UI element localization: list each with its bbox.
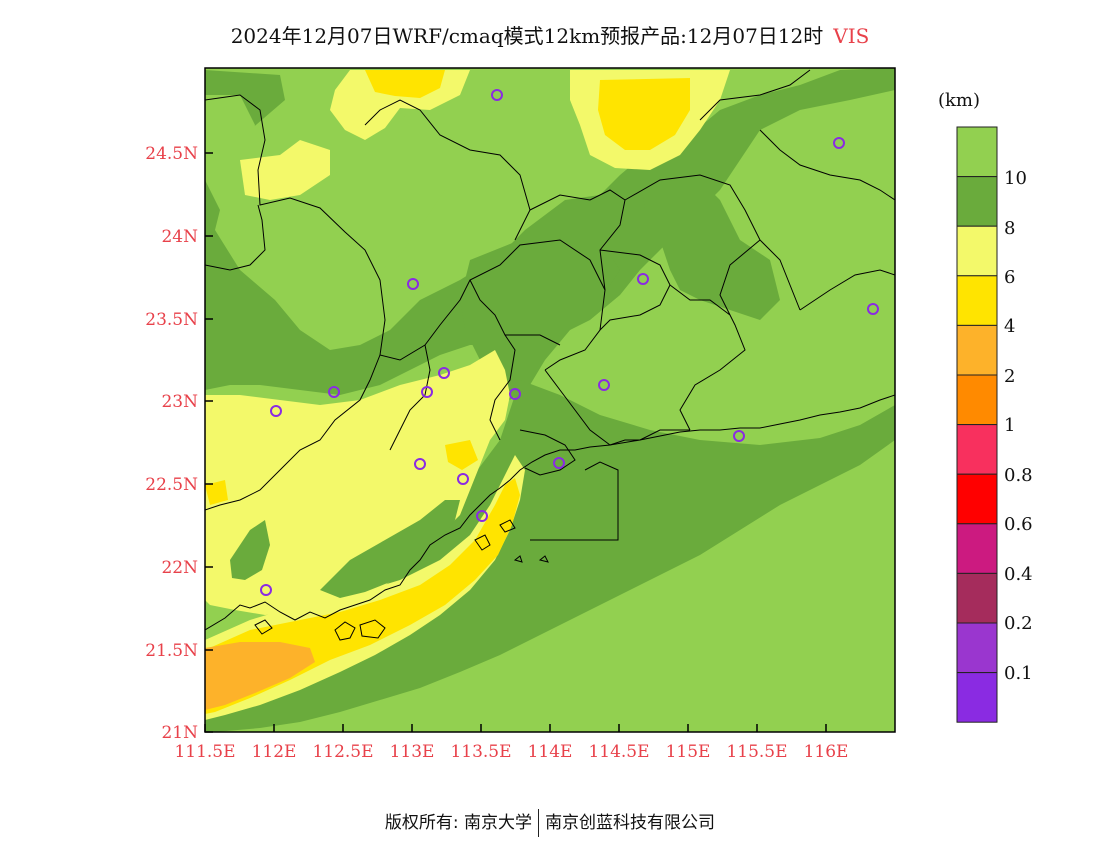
- station-marker: [457, 473, 469, 485]
- colorbar-label: 1: [1004, 415, 1016, 436]
- field-8-10km-north: [205, 68, 895, 395]
- lon-label: 114E: [528, 742, 573, 762]
- field-8-10km-west-patch: [230, 520, 270, 580]
- station-marker: [438, 367, 450, 379]
- colorbar-swatch: [956, 523, 998, 574]
- field-4-6km-patch-a: [445, 440, 478, 470]
- station-marker: [491, 89, 503, 101]
- station-marker: [867, 303, 879, 315]
- station-marker: [328, 386, 340, 398]
- station-marker: [407, 278, 419, 290]
- colorbar-label: 0.8: [1004, 465, 1033, 486]
- colorbar-label: 0.1: [1004, 663, 1033, 684]
- colorbar-label: 0.4: [1004, 564, 1033, 585]
- lon-label: 115.5E: [726, 742, 787, 762]
- colorbar-swatch: [956, 672, 998, 723]
- colorbar-swatch: [956, 176, 998, 227]
- colorbar-label: 6: [1004, 267, 1016, 288]
- tick-marks: [204, 152, 827, 733]
- lat-label: 24.5N: [145, 144, 198, 164]
- station-marker: [733, 430, 745, 442]
- station-marker: [598, 379, 610, 391]
- station-marker: [421, 386, 433, 398]
- lat-label: 23N: [161, 392, 198, 412]
- field-8-10km-central: [460, 230, 620, 400]
- station-marker: [260, 584, 272, 596]
- colorbar-swatch: [956, 473, 998, 525]
- title-variable: VIS: [833, 24, 870, 48]
- field-8-10km-estuary: [320, 500, 460, 598]
- colorbar-label: 4: [1004, 316, 1016, 337]
- colorbar-unit: (km): [938, 90, 981, 111]
- lon-label: 111.5E: [174, 742, 235, 762]
- lon-label: 113.5E: [450, 742, 511, 762]
- lon-labels: 111.5E 112E 112.5E 113E 113.5E 114E 114.…: [174, 742, 848, 762]
- lon-label: 112E: [252, 742, 297, 762]
- field-4-6km-north: [365, 70, 445, 98]
- field-6-8km-west-coast: [205, 350, 510, 615]
- lat-label: 23.5N: [145, 310, 198, 330]
- field-4-6km-patch-b: [205, 480, 228, 505]
- lat-label: 22N: [161, 558, 198, 578]
- footer-right: 南京创蓝科技有限公司: [545, 813, 716, 833]
- lon-label: 115E: [666, 742, 711, 762]
- colorbar-label: 0.2: [1004, 613, 1033, 634]
- station-marker: [637, 273, 649, 285]
- colorbar-swatch: [956, 572, 998, 624]
- station-marker: [833, 137, 845, 149]
- lat-labels: 24.5N 24N 23.5N 23N 22.5N 22N 21.5N 21N: [145, 144, 198, 743]
- field-8-10km-east: [640, 170, 780, 320]
- colorbar-label: 2: [1004, 366, 1016, 387]
- colorbar: [956, 126, 998, 723]
- colorbar-swatch: [956, 275, 998, 326]
- forecast-field: [205, 68, 895, 732]
- colorbar-label: 0.6: [1004, 514, 1033, 535]
- colorbar-swatch: [956, 424, 998, 475]
- map-title: 2024年12月07日WRF/cmaq模式12km预报产品:12月07日12时 V…: [0, 20, 1100, 49]
- title-text: 2024年12月07日WRF/cmaq模式12km预报产品:12月07日12时: [230, 24, 824, 48]
- station-marker: [509, 388, 521, 400]
- lon-label: 113E: [390, 742, 435, 762]
- copyright-footer: 版权所有: 南京大学 南京创蓝科技有限公司: [0, 808, 1100, 837]
- colorbar-swatch: [956, 622, 998, 674]
- station-marker: [476, 510, 488, 522]
- lat-label: 21.5N: [145, 641, 198, 661]
- colorbar-swatch: [956, 126, 998, 178]
- colorbar-swatch: [956, 374, 998, 426]
- colorbar-label: 8: [1004, 218, 1016, 239]
- field-8-10km-inner: [205, 95, 530, 285]
- colorbar-swatch: [956, 324, 998, 376]
- station-marker: [553, 457, 565, 469]
- field-6-8km-nw-patch: [240, 140, 330, 200]
- lat-label: 21N: [161, 723, 198, 743]
- colorbar-swatch: [956, 225, 998, 277]
- lon-label: 112.5E: [312, 742, 373, 762]
- admin-boundaries: [205, 69, 895, 541]
- colorbar-label: 10: [1004, 168, 1027, 189]
- station-markers: [260, 89, 879, 596]
- station-marker: [414, 458, 426, 470]
- coastline: [205, 394, 895, 641]
- lat-label: 22.5N: [145, 475, 198, 495]
- field-4-6km-northeast: [598, 78, 690, 150]
- lat-label: 24N: [161, 227, 198, 247]
- footer-left: 版权所有: 南京大学: [384, 813, 533, 833]
- station-marker: [270, 405, 282, 417]
- footer-divider: [538, 809, 540, 837]
- lon-label: 114.5E: [588, 742, 649, 762]
- field-2-4km-sea: [205, 642, 315, 710]
- lon-label: 116E: [804, 742, 849, 762]
